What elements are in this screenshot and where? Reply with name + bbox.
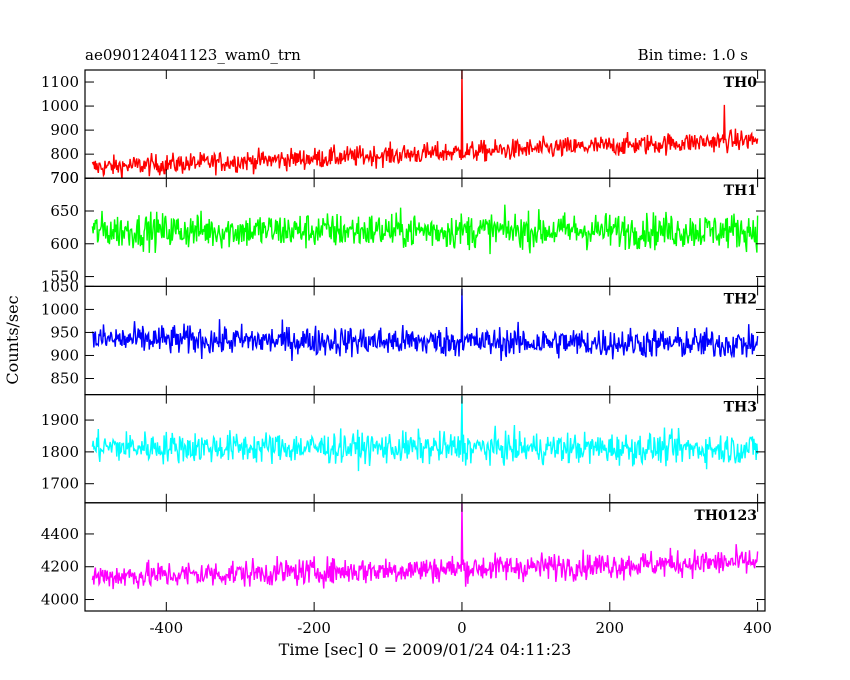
x-tick-label: 0 (457, 619, 467, 637)
panel-th0: 700 800 900 1000 1100 TH0 (41, 69, 766, 187)
title-right: Bin time: 1.0 s (638, 46, 748, 64)
y-tick-label: 800 (50, 145, 79, 163)
y-tick-label: 600 (50, 235, 79, 253)
y-tick-label: 950 (50, 323, 79, 341)
y-tick-label: 4000 (41, 591, 79, 609)
series-line-th0 (91, 70, 759, 179)
x-tick-label: 200 (595, 619, 624, 637)
panel-label: TH3 (724, 400, 757, 416)
x-axis-label: Time [sec] 0 = 2009/01/24 04:11:23 (279, 640, 572, 659)
series-line-th1 (91, 204, 759, 255)
y-tick-label: 850 (50, 369, 79, 387)
y-tick-label: 1700 (41, 475, 79, 493)
panel-th1: 550 600 650 700 TH1 (50, 169, 766, 287)
y-tick-label: 1000 (41, 300, 79, 318)
y-tick-label: 1900 (41, 411, 79, 429)
y-tick-label: 1000 (41, 97, 79, 115)
panel-th0123: 4000 4200 4400 TH0123 (41, 502, 766, 612)
y-tick-label: 900 (50, 121, 79, 139)
x-tick-label: 400 (743, 619, 772, 637)
panel-label: TH1 (724, 183, 757, 199)
panel-th3: 1700 1800 1900 TH3 (41, 394, 766, 504)
panel-label: TH0123 (694, 508, 757, 524)
y-tick-label: 1100 (41, 73, 79, 91)
y-tick-label: 1050 (41, 277, 79, 295)
y-tick-label: 4200 (41, 558, 79, 576)
panel-frame (84, 502, 766, 612)
y-tick-label: 550 (50, 268, 79, 286)
y-tick-label: 4400 (41, 525, 79, 543)
panel-label: TH2 (724, 291, 757, 307)
y-tick-label: 900 (50, 346, 79, 364)
title-left: ae090124041123_wam0_trn (85, 46, 301, 64)
series-line-th2 (91, 288, 759, 362)
panel-label: TH0 (724, 75, 758, 91)
y-tick-label: 1800 (41, 443, 79, 461)
panel-th2: 850 900 950 1000 1050 TH2 (41, 277, 766, 396)
series-line-th0123 (91, 502, 759, 590)
series-line-th3 (91, 396, 759, 472)
y-tick-label: 700 (50, 169, 79, 187)
y-tick-label: 700 (50, 169, 79, 187)
x-tick-label: -200 (297, 619, 331, 637)
x-tick-label: -400 (149, 619, 183, 637)
y-tick-label: 650 (50, 202, 79, 220)
y-axis-label: Counts/sec (3, 295, 22, 384)
